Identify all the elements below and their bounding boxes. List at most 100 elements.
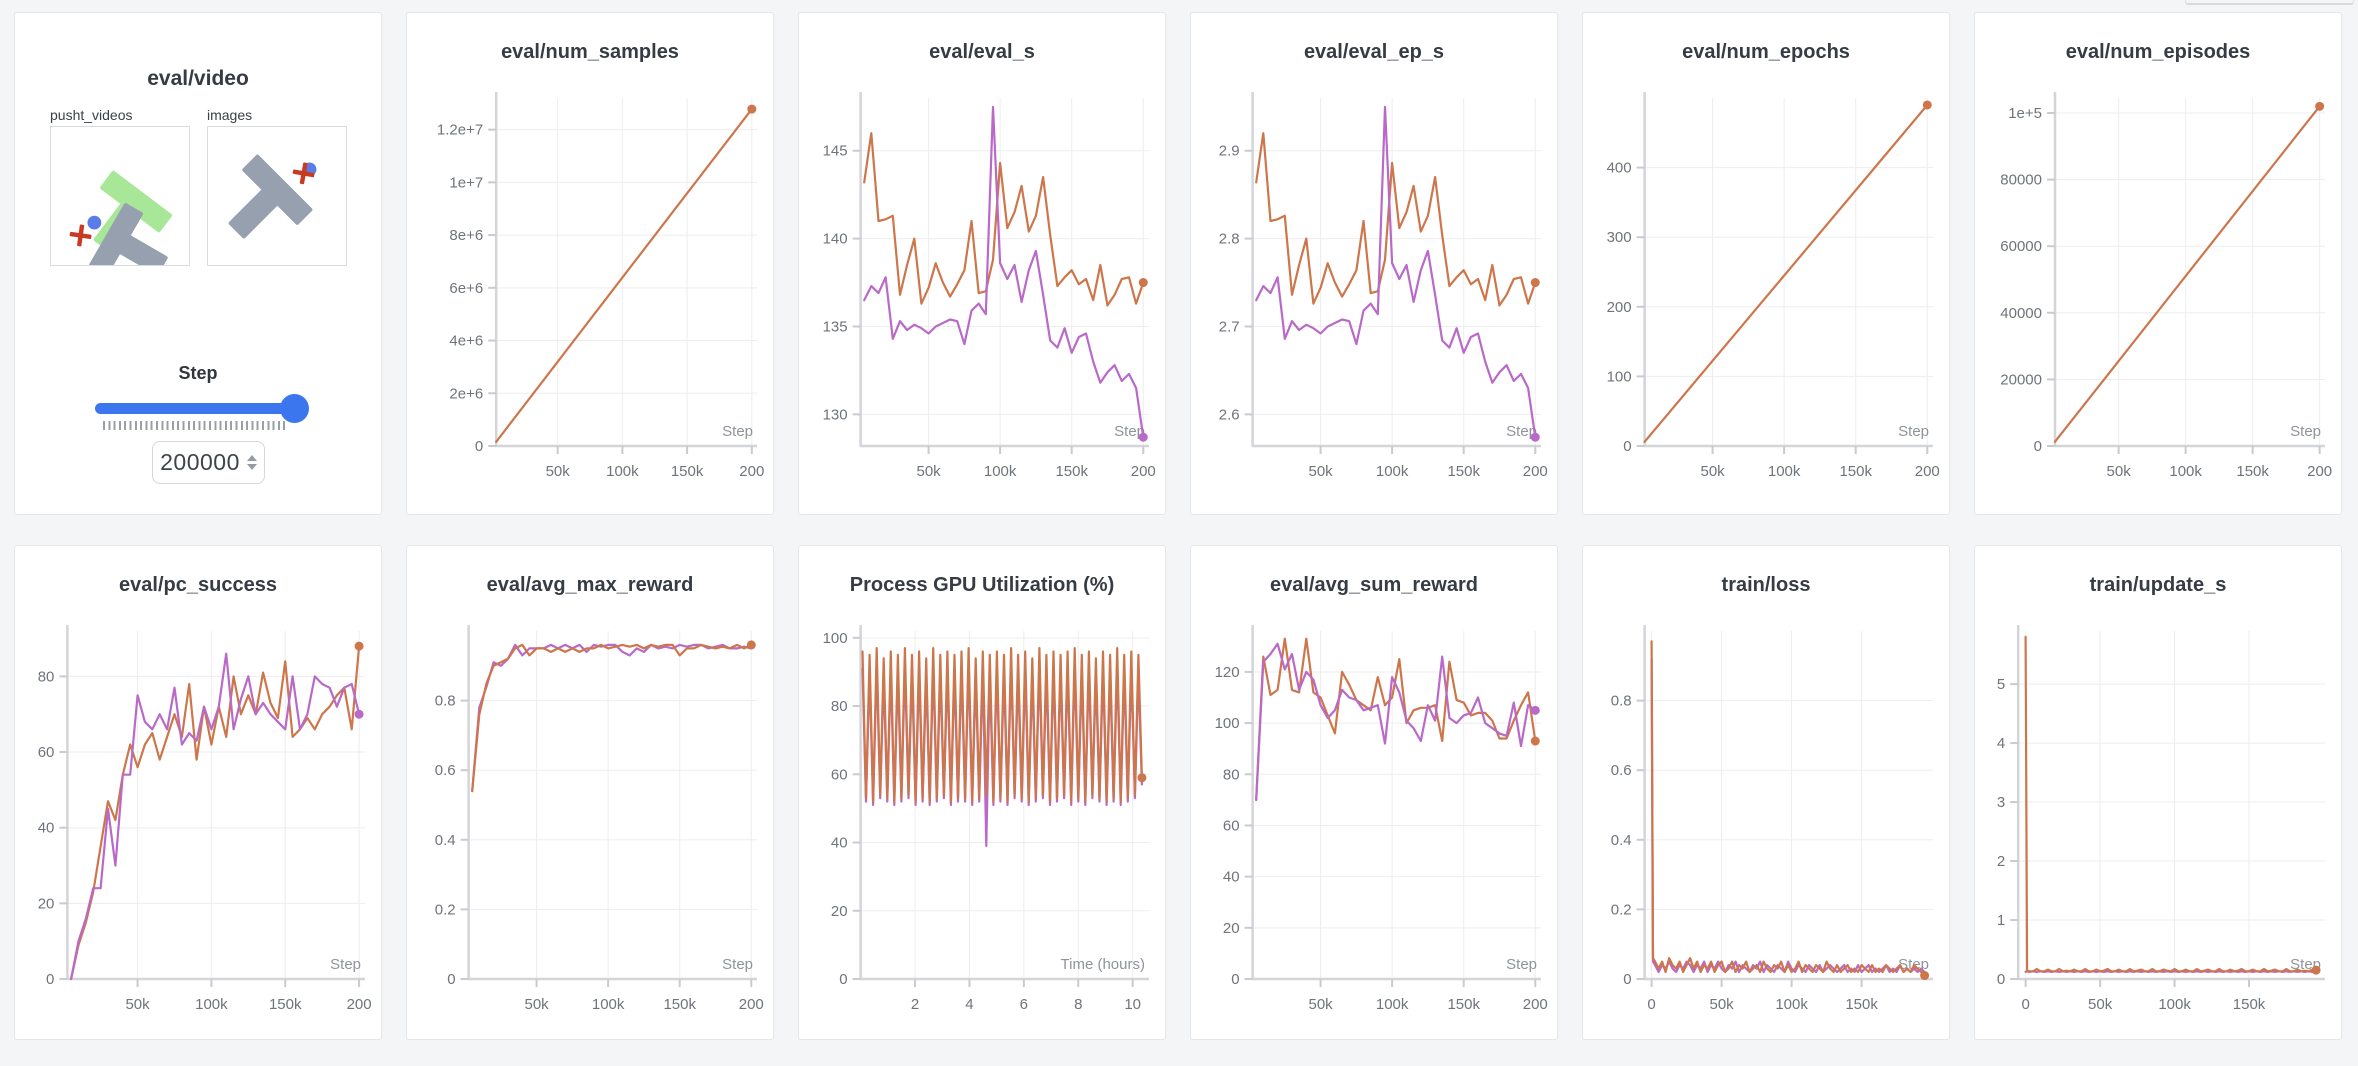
svg-text:200: 200	[2307, 463, 2332, 480]
panel-eval-video[interactable]: eval/video pusht_videos images	[14, 12, 382, 515]
svg-text:50k: 50k	[916, 463, 941, 480]
chart-plot-eval-pc_success[interactable]: 0 20 40 60 80 50k 100k 150k 200 Step	[15, 617, 382, 1037]
svg-text:20: 20	[38, 895, 55, 912]
chart-plot-eval-avg_max_reward[interactable]: 0 0.2 0.4 0.6 0.8 50k 100k 150k 200 Step	[407, 617, 774, 1037]
chart-plot-process-gpu-utilization[interactable]: 0 20 40 60 80 100 2 4 6 8 10 Time (hours)	[799, 617, 1166, 1037]
svg-text:200: 200	[1607, 299, 1632, 316]
svg-text:0: 0	[2034, 438, 2042, 455]
svg-text:200: 200	[1523, 996, 1548, 1013]
svg-text:200: 200	[739, 463, 764, 480]
svg-text:40: 40	[831, 835, 848, 852]
chart-title: eval/avg_max_reward	[486, 574, 694, 596]
svg-text:0: 0	[1647, 996, 1655, 1013]
stepper-arrows[interactable]	[246, 455, 257, 470]
svg-text:0: 0	[1623, 971, 1631, 988]
chart-plot-eval-num_episodes[interactable]: 0 20000 40000 60000 80000 1e+5 50k 100k 150k 200 S…	[1975, 84, 2342, 504]
svg-text:150k: 150k	[663, 996, 696, 1013]
chart-title: eval/eval_s	[929, 41, 1035, 63]
svg-text:4e+6: 4e+6	[449, 333, 483, 350]
chart-panel-eval-avg_sum_reward[interactable]: eval/avg_sum_reward 0 20 40 60 80 100 120 50k 10…	[1190, 545, 1558, 1040]
chart-title: eval/num_episodes	[2065, 41, 2251, 63]
svg-text:100k: 100k	[2169, 463, 2202, 480]
svg-text:40: 40	[38, 820, 55, 837]
chart-title: train/update_s	[2089, 574, 2227, 596]
svg-text:80: 80	[831, 698, 848, 715]
chart-panel-process-gpu-utilization[interactable]: Process GPU Utilization (%) 0 20 40 60 80 100…	[798, 545, 1166, 1040]
svg-text:10: 10	[1124, 996, 1141, 1013]
pusht-videos-thumbnail[interactable]	[50, 126, 190, 266]
chart-panel-eval-num_episodes[interactable]: eval/num_episodes 0 20000 40000 60000 80000 1…	[1974, 12, 2342, 515]
svg-text:0: 0	[2021, 996, 2029, 1013]
images-thumbnail[interactable]	[207, 126, 347, 266]
media-label-pusht-videos: pusht_videos	[50, 107, 133, 123]
chart-panel-eval-eval_ep_s[interactable]: eval/eval_ep_s 2.6 2.7 2.8 2.9 50k 100k 150k 20…	[1190, 12, 1558, 515]
chart-panel-eval-num_epochs[interactable]: eval/num_epochs 0 100 200 300 400 50k 100k 150k…	[1582, 12, 1950, 515]
step-number-input[interactable]: 200000	[152, 441, 265, 484]
chart-plot-eval-avg_sum_reward[interactable]: 0 20 40 60 80 100 120 50k 100k 150k 200 Step	[1191, 617, 1558, 1037]
chart-panel-train-update_s[interactable]: train/update_s 0 1 2 3 4 5 0 50k 100k 150k Step	[1974, 545, 2342, 1040]
svg-text:Step: Step	[1114, 423, 1145, 440]
svg-text:0.2: 0.2	[435, 901, 456, 918]
svg-text:150k: 150k	[1447, 996, 1480, 1013]
chart-plot-eval-num_samples[interactable]: 0 2e+6 4e+6 6e+6 8e+6 1e+7 1.2e+7 50k 100k 150k 20…	[407, 84, 774, 504]
video-panel-title: eval/video	[147, 67, 249, 90]
svg-text:100k: 100k	[1376, 996, 1409, 1013]
svg-text:100: 100	[823, 630, 848, 647]
cropped-panel-control	[2185, 0, 2354, 5]
agent-dot-icon	[87, 215, 102, 230]
chart-panel-eval-num_samples[interactable]: eval/num_samples 0 2e+6 4e+6 6e+6 8e+6 1e+7 1.…	[406, 12, 774, 515]
chart-plot-eval-eval_s[interactable]: 130 135 140 145 50k 100k 150k 200 Step	[799, 84, 1166, 504]
svg-text:2: 2	[1997, 853, 2005, 870]
svg-text:20: 20	[831, 903, 848, 920]
svg-text:100: 100	[1215, 715, 1240, 732]
chart-panel-train-loss[interactable]: train/loss 0 0.2 0.4 0.6 0.8 0 50k 100k 150k Step	[1582, 545, 1950, 1040]
svg-text:50k: 50k	[1308, 996, 1333, 1013]
step-slider-track[interactable]	[95, 403, 291, 414]
svg-text:Time (hours): Time (hours)	[1061, 956, 1145, 973]
svg-text:0: 0	[1231, 971, 1239, 988]
chevron-down-icon[interactable]	[246, 464, 257, 470]
chart-panel-eval-eval_s[interactable]: eval/eval_s 130 135 140 145 50k 100k 150k 200 St…	[798, 12, 1166, 515]
chevron-up-icon[interactable]	[246, 455, 257, 461]
chart-panel-eval-pc_success[interactable]: eval/pc_success 0 20 40 60 80 50k 100k 150k 200 S…	[14, 545, 382, 1040]
svg-text:150k: 150k	[1845, 996, 1878, 1013]
step-number-value[interactable]: 200000	[160, 449, 240, 475]
svg-text:60: 60	[38, 744, 55, 761]
svg-text:Step: Step	[1898, 423, 1929, 440]
svg-text:100k: 100k	[195, 996, 228, 1013]
svg-text:0: 0	[447, 971, 455, 988]
svg-text:1.2e+7: 1.2e+7	[437, 122, 483, 139]
svg-text:Step: Step	[722, 423, 753, 440]
goal-cross-icon	[292, 162, 315, 185]
chart-plot-eval-eval_ep_s[interactable]: 2.6 2.7 2.8 2.9 50k 100k 150k 200 Step	[1191, 84, 1558, 504]
svg-text:0: 0	[475, 438, 483, 455]
chart-title: train/loss	[1721, 574, 1811, 596]
svg-text:50k: 50k	[1700, 463, 1725, 480]
svg-text:Step: Step	[330, 956, 361, 973]
step-slider-handle[interactable]	[280, 394, 309, 423]
svg-text:100k: 100k	[2158, 996, 2191, 1013]
svg-text:100: 100	[1607, 368, 1632, 385]
svg-text:Step: Step	[1506, 423, 1537, 440]
step-slider[interactable]	[95, 394, 309, 433]
step-slider-title: Step	[178, 363, 218, 383]
chart-title: eval/eval_ep_s	[1303, 41, 1445, 63]
svg-text:145: 145	[823, 143, 848, 160]
svg-text:Step: Step	[1506, 956, 1537, 973]
chart-panel-eval-avg_max_reward[interactable]: eval/avg_max_reward 0 0.2 0.4 0.6 0.8 50k 100k…	[406, 545, 774, 1040]
chart-plot-eval-num_epochs[interactable]: 0 100 200 300 400 50k 100k 150k 200 Step	[1583, 84, 1950, 504]
svg-text:0: 0	[1997, 971, 2005, 988]
svg-text:2: 2	[911, 996, 919, 1013]
object-t-shape	[89, 203, 168, 265]
svg-text:100k: 100k	[1768, 463, 1801, 480]
svg-text:40000: 40000	[2000, 305, 2042, 322]
object-t-shape	[228, 154, 313, 239]
svg-text:80000: 80000	[2000, 172, 2042, 189]
svg-text:60: 60	[831, 766, 848, 783]
svg-text:150k: 150k	[2233, 996, 2266, 1013]
panel-grid: eval/video pusht_videos images	[14, 12, 2344, 1040]
svg-text:6: 6	[1020, 996, 1028, 1013]
